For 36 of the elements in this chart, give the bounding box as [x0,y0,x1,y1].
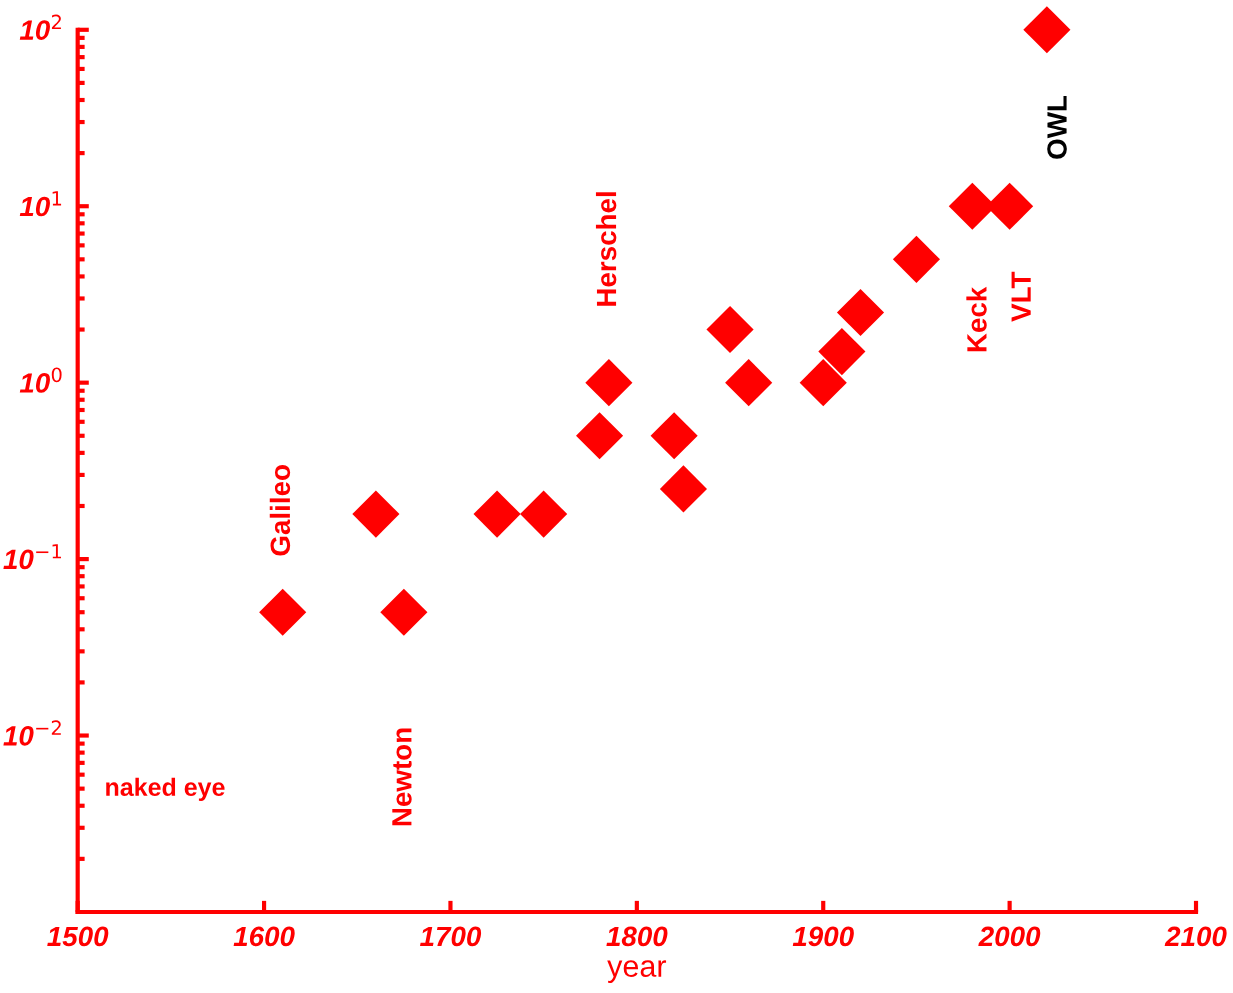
x-tick-label: 1700 [420,926,482,947]
x-tick-label: 1600 [233,926,295,947]
annotation: Newton [392,728,412,826]
point [585,359,633,407]
x-tick-label: 1800 [606,926,668,947]
point [352,490,400,538]
point [650,412,698,460]
annotation: naked eye [106,777,225,801]
point [259,588,307,636]
x-tick-label: 1500 [47,926,109,947]
point [520,490,568,538]
point [1023,6,1071,54]
point [818,328,866,376]
point [473,490,521,538]
annotation: VLT [1011,271,1031,322]
x-tick-label: 2100 [1164,926,1227,947]
y-tick-label: 10$^{−1}$ [3,544,61,570]
x-tick-label: 2000 [978,926,1041,947]
point [706,305,754,354]
y-tick-label: 10$^{2}$ [19,14,61,40]
y-tick-label: 10$^{−2}$ [3,720,61,746]
annotation: Keck [966,286,987,352]
annotation: Herschel [595,192,617,306]
annotation: OWL [1047,95,1067,159]
point [576,412,624,460]
y-tick-label: 10$^{0}$ [19,367,62,393]
point [725,359,773,407]
point [799,359,847,407]
point [380,588,428,636]
y-tick-label: 10$^{1}$ [19,191,62,217]
x-axis-title: year [607,960,667,984]
point [836,288,885,337]
annotation: Galileo [269,465,291,556]
x-tick-label: 1900 [792,926,854,947]
point [659,465,708,513]
point [892,235,940,283]
